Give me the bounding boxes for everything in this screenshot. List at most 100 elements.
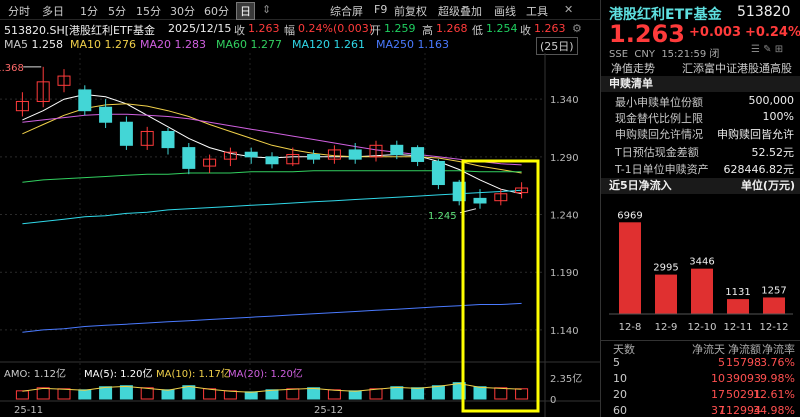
close-value: 1.263 [248, 22, 280, 35]
price-change: +0.003 [689, 25, 742, 40]
inflow-date: 12-8 [619, 322, 642, 333]
settings-icon[interactable]: ⚙ [572, 22, 582, 35]
volume-bar [411, 387, 425, 400]
vol-tick-label: 0 [550, 395, 556, 406]
inflow-bar [727, 299, 749, 314]
candle-body [286, 154, 300, 165]
y-tick-label: 1.340 [550, 95, 579, 106]
draw-line-button[interactable]: 画线 [494, 5, 516, 18]
amo-ma10: MA(10): 1.17亿 [156, 367, 231, 380]
volume-bar [119, 385, 133, 400]
inflow-date: 12-11 [723, 322, 752, 333]
kline-chart[interactable]: 1.340 1.290 1.240 1.190 1.140 2.35亿 0 1.368 1.2… [0, 53, 600, 417]
row-value: 628446.82元 [723, 163, 795, 176]
expand-icon[interactable]: ⇕ [262, 3, 272, 16]
tf-intraday[interactable]: 分时 [8, 5, 30, 18]
flow-cell: 39093 [726, 372, 761, 385]
flow-title: 近5日净流入 单位(万元) [601, 178, 800, 194]
tools-button[interactable]: 工具 [526, 5, 548, 18]
candle-body [140, 130, 154, 146]
open-label: 开 [370, 24, 381, 37]
vol-tick-label: 2.35亿 [550, 372, 582, 385]
flow-cell: 112994 [719, 404, 761, 417]
close-icon[interactable]: ✕ [564, 3, 574, 16]
volume-bar [57, 388, 71, 400]
volume-bar [182, 385, 196, 400]
high-annotation: 1.368 [0, 63, 24, 74]
th-flow-rate: 净流率 [762, 343, 795, 356]
volume-bar [307, 387, 321, 400]
flow-cell: 37 [711, 404, 725, 417]
volume-bar [244, 391, 258, 400]
trend-label[interactable]: 净值走势 [611, 62, 655, 75]
row-value: 52.52元 [751, 146, 795, 159]
volume-bar [327, 389, 341, 400]
tf-5min[interactable]: 5分 [108, 5, 126, 18]
fund-code: 513820 [737, 4, 791, 20]
y-tick-label: 1.140 [550, 326, 579, 337]
price-annotations: 1.368 1.245 [0, 63, 477, 222]
y-tick-label: 1.190 [550, 268, 579, 279]
super-overlay-button[interactable]: 超级叠加 [438, 5, 482, 18]
tf-daily[interactable]: 日 [236, 2, 255, 20]
ma5-legend: MA5 1.258 [4, 38, 64, 51]
amo-value: AMO: 1.12亿 [4, 367, 66, 380]
tf-60min[interactable]: 60分 [204, 5, 229, 18]
candle-body [161, 130, 175, 149]
ma-line-ma250 [22, 302, 522, 333]
f9-button[interactable]: F9 [374, 3, 388, 16]
volume-bar [161, 389, 175, 400]
low-value: 1.254 [486, 22, 518, 35]
candle-body [223, 151, 237, 160]
quote-line: 513820.SH[港股红利ETF基金 2025/12/15 收 1.263 幅… [0, 20, 600, 37]
high-label: 高 [422, 24, 433, 37]
tf-1min[interactable]: 1分 [80, 5, 98, 18]
candle-body [411, 147, 425, 162]
tf-multiday[interactable]: 多日 [42, 5, 64, 18]
quote-date: 2025/12/15 [168, 22, 232, 35]
y-tick-label: 1.240 [550, 211, 579, 222]
flow-cell: 5 [613, 356, 620, 369]
x-label-nov: 25-11 [14, 405, 43, 416]
panel-tool-icons[interactable]: ☰ ✎ ⊞ [751, 44, 784, 55]
low-label: 低 [472, 24, 483, 37]
candle-body [36, 81, 50, 102]
volume-bars [15, 382, 529, 400]
volume-bar [390, 386, 404, 400]
volume-ma-line [22, 382, 522, 393]
forward-adjust-button[interactable]: 前复权 [394, 5, 427, 18]
flow-cell: 34.98% [753, 404, 795, 417]
volume-bar [15, 390, 29, 400]
ma60-legend: MA60 1.277 [216, 38, 283, 51]
volume-bar [223, 390, 237, 400]
volume-bar [203, 388, 217, 400]
volume-bar [265, 389, 279, 400]
composite-screen-button[interactable]: 综合屏 [330, 5, 363, 18]
volume-bar [348, 390, 362, 400]
period-badge[interactable]: (25日) [536, 37, 578, 55]
y-axis-ticks: 1.340 1.290 1.240 1.190 1.140 2.35亿 0 [550, 95, 582, 406]
candle-body [57, 75, 71, 86]
row-label: 最小申赎单位份额 [615, 96, 703, 109]
y-tick-label: 1.290 [550, 153, 579, 164]
tf-30min[interactable]: 30分 [170, 5, 195, 18]
candle-body [15, 100, 29, 112]
row-value: 申购赎回皆允许 [717, 128, 794, 141]
row-value: 100% [762, 110, 794, 123]
flow-cell: 20 [613, 388, 627, 401]
highlight-box [461, 159, 540, 413]
row-label: T-1日单位申赎资产 [615, 163, 709, 176]
inflow-value: 6969 [617, 210, 642, 221]
th-flow-amount: 净流额 [728, 343, 761, 356]
inflow-date: 12-12 [759, 322, 788, 333]
ma10-legend: MA10 1.276 [70, 38, 137, 51]
flow-table: 天数 净流天 净流额 净流率 5 5 15798 3.76% 10 10 39093 9.98… [601, 340, 800, 417]
inflow-bar [619, 222, 641, 314]
inflow-bar [763, 297, 785, 314]
ma250-legend: MA250 1.163 [376, 38, 450, 51]
candle-body [348, 149, 362, 160]
tf-15min[interactable]: 15分 [136, 5, 161, 18]
last-price: 1.263 [609, 20, 685, 48]
inflow-value: 1257 [761, 285, 786, 296]
fund-name: 港股红利ETF基金 [609, 7, 722, 23]
